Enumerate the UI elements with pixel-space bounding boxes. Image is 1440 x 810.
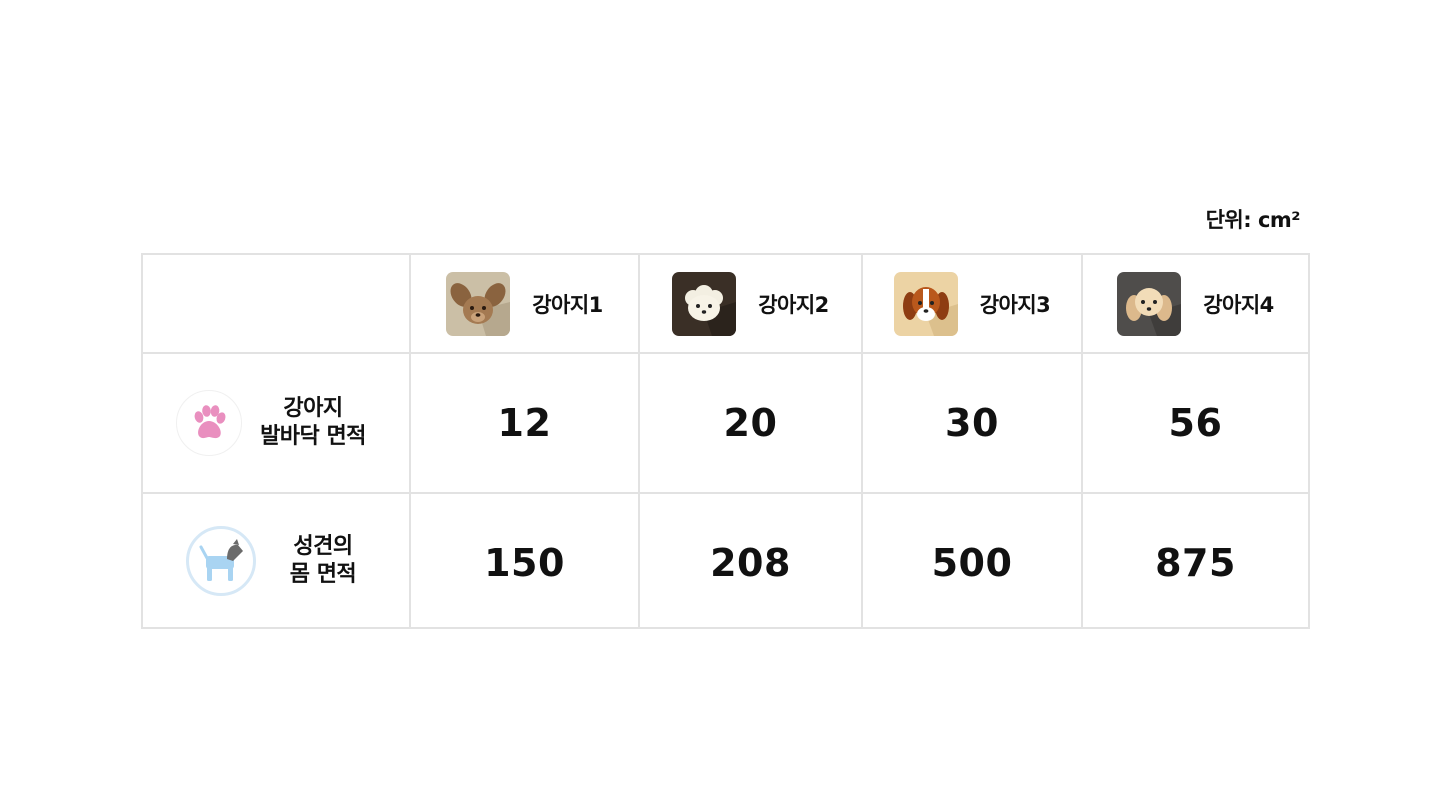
header-cell-dog-3: 강아지3 [863, 255, 1081, 352]
value-paw-dog-2: 20 [723, 401, 778, 445]
dog-name-3: 강아지3 [979, 292, 1051, 317]
row-header-body: 성견의 몸 면적 [143, 494, 409, 627]
table-border-left [141, 253, 143, 629]
value-paw-dog-4: 56 [1168, 401, 1223, 445]
row-label-body: 성견의 몸 면적 [289, 533, 357, 587]
value-cell: 875 [1083, 494, 1308, 631]
row-label-paw: 강아지 발바닥 면적 [260, 396, 366, 449]
paw-icon [194, 405, 226, 439]
header-cell-dog-1: 강아지1 [411, 255, 638, 352]
value-body-dog-2: 208 [710, 540, 791, 585]
dog-name-1: 강아지1 [532, 292, 603, 317]
dog-body-icon-circle [185, 525, 256, 596]
value-body-dog-1: 150 [484, 540, 565, 585]
paw-icon-circle [176, 390, 243, 456]
maltese-icon [672, 271, 737, 336]
dog-name-4: 강아지4 [1203, 292, 1274, 317]
value-paw-dog-3: 30 [945, 401, 999, 445]
value-cell: 20 [640, 354, 861, 492]
table-border-top [141, 253, 1310, 255]
value-cell: 56 [1083, 354, 1308, 492]
value-cell: 150 [411, 494, 638, 631]
row-header-paw: 강아지 발바닥 면적 [143, 354, 409, 492]
poodle-icon [1117, 271, 1182, 336]
value-cell: 500 [863, 494, 1081, 631]
value-paw-dog-1: 12 [497, 401, 552, 445]
table-border-bottom [141, 627, 1310, 629]
dog-name-2: 강아지2 [758, 292, 829, 317]
header-cell-dog-2: 강아지2 [640, 255, 861, 352]
value-body-dog-3: 500 [931, 540, 1013, 585]
beagle-icon [893, 271, 958, 336]
table-divider-col-4 [1081, 253, 1083, 629]
value-cell: 12 [411, 354, 638, 492]
dog-body-icon [199, 538, 243, 581]
table-divider-col-2 [638, 253, 640, 629]
chihuahua-icon [446, 271, 511, 336]
header-cell-dog-4: 강아지4 [1083, 255, 1308, 352]
value-cell: 30 [863, 354, 1081, 492]
table-divider-header [141, 352, 1310, 354]
table-divider-col-3 [861, 253, 863, 629]
value-body-dog-4: 875 [1155, 540, 1236, 585]
table-divider-col-1 [409, 253, 411, 629]
value-cell: 208 [640, 494, 861, 631]
unit-label: 단위: cm² [1205, 208, 1301, 232]
table-border-right [1308, 253, 1310, 629]
table-divider-row [141, 492, 1310, 494]
